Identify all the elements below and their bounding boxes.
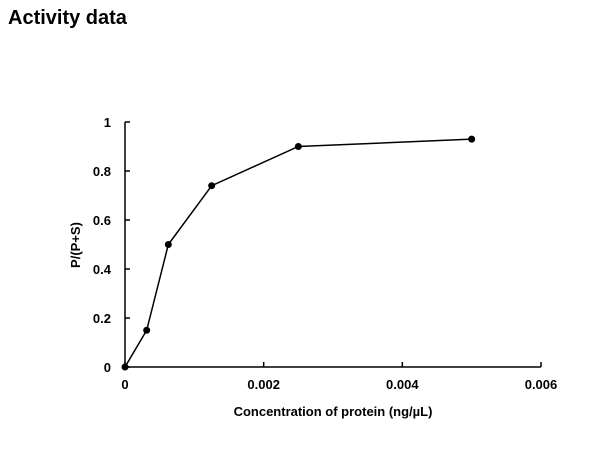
y-tick-label: 0 <box>104 360 111 375</box>
y-tick-label: 0.8 <box>93 164 111 179</box>
y-tick-label: 1 <box>104 115 111 130</box>
y-tick-label: 0.6 <box>93 213 111 228</box>
x-tick-label: 0.006 <box>525 377 558 392</box>
y-axis-label: P/(P+S) <box>68 222 83 268</box>
x-tick-label: 0.002 <box>247 377 280 392</box>
page-title: Activity data <box>8 7 127 29</box>
x-tick-label: 0 <box>121 377 128 392</box>
data-point <box>468 135 476 143</box>
data-point <box>164 241 172 248</box>
data-point <box>143 326 151 334</box>
data-point <box>294 143 302 150</box>
x-tick-label: 0.004 <box>386 377 419 392</box>
data-point <box>208 182 216 190</box>
series-line <box>124 138 472 368</box>
data-point <box>121 363 129 371</box>
x-axis-label: Concentration of protein (ng/µL) <box>234 404 433 419</box>
y-tick-label: 0.2 <box>93 311 111 326</box>
y-tick-label: 0.4 <box>93 262 112 277</box>
